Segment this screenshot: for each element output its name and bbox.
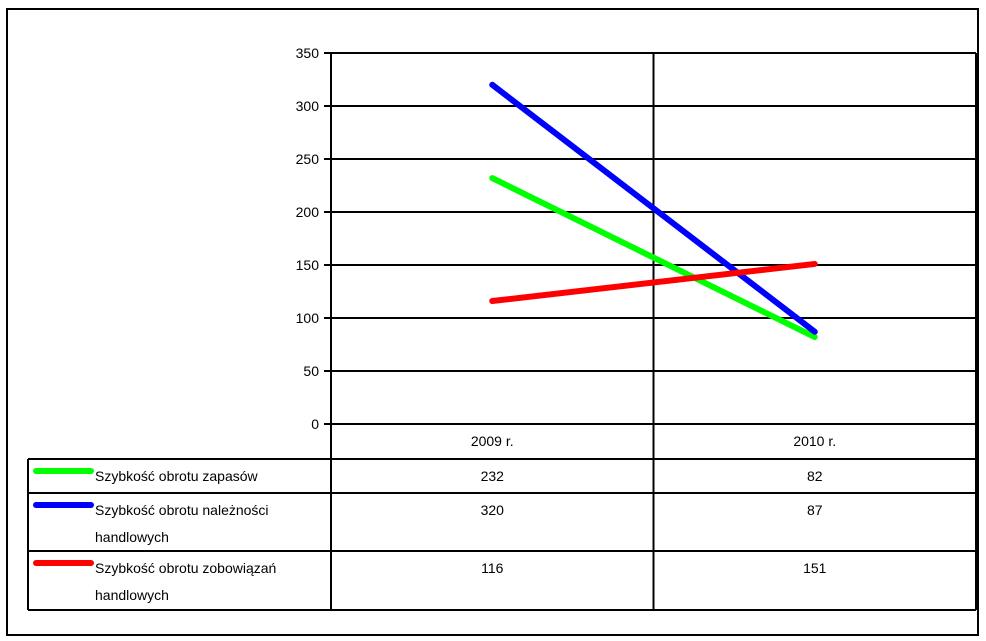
series-name: Szybkość obrotu zapasów xyxy=(95,468,259,484)
series-line xyxy=(489,81,818,335)
category-label: 2009 r. xyxy=(471,433,514,449)
y-tick-label: 0 xyxy=(311,416,319,432)
series-name: Szybkość obrotu należności xyxy=(95,502,269,518)
grid xyxy=(330,52,977,610)
y-tick-label: 100 xyxy=(296,310,320,326)
chart-frame xyxy=(6,8,979,636)
series-lines xyxy=(489,81,818,341)
series-name: handlowych xyxy=(95,587,169,603)
data-table: 2009 r. 2010 r. Szybkość obrotu zapasów 232… xyxy=(27,433,976,611)
y-tick-label: 300 xyxy=(296,98,320,114)
series-name: handlowych xyxy=(95,529,169,545)
y-tick-label: 150 xyxy=(296,257,320,273)
data-value-label: 116 xyxy=(481,560,504,576)
y-axis-ticks: 0 50 100 150 200 250 300 350 xyxy=(296,45,331,432)
data-value-label: 320 xyxy=(481,502,505,518)
y-tick-label: 50 xyxy=(303,363,319,379)
series-line xyxy=(489,260,818,305)
series-name: Szybkość obrotu zobowiązań xyxy=(95,560,276,576)
y-tick-label: 250 xyxy=(296,151,320,167)
series-line xyxy=(489,175,818,341)
category-label: 2010 r. xyxy=(793,433,836,449)
y-tick-label: 200 xyxy=(296,204,320,220)
y-tick-label: 350 xyxy=(296,45,320,61)
data-value-label: 87 xyxy=(807,502,823,518)
data-value-label: 82 xyxy=(807,468,823,484)
data-value-label: 232 xyxy=(481,468,505,484)
data-value-label: 151 xyxy=(803,560,827,576)
